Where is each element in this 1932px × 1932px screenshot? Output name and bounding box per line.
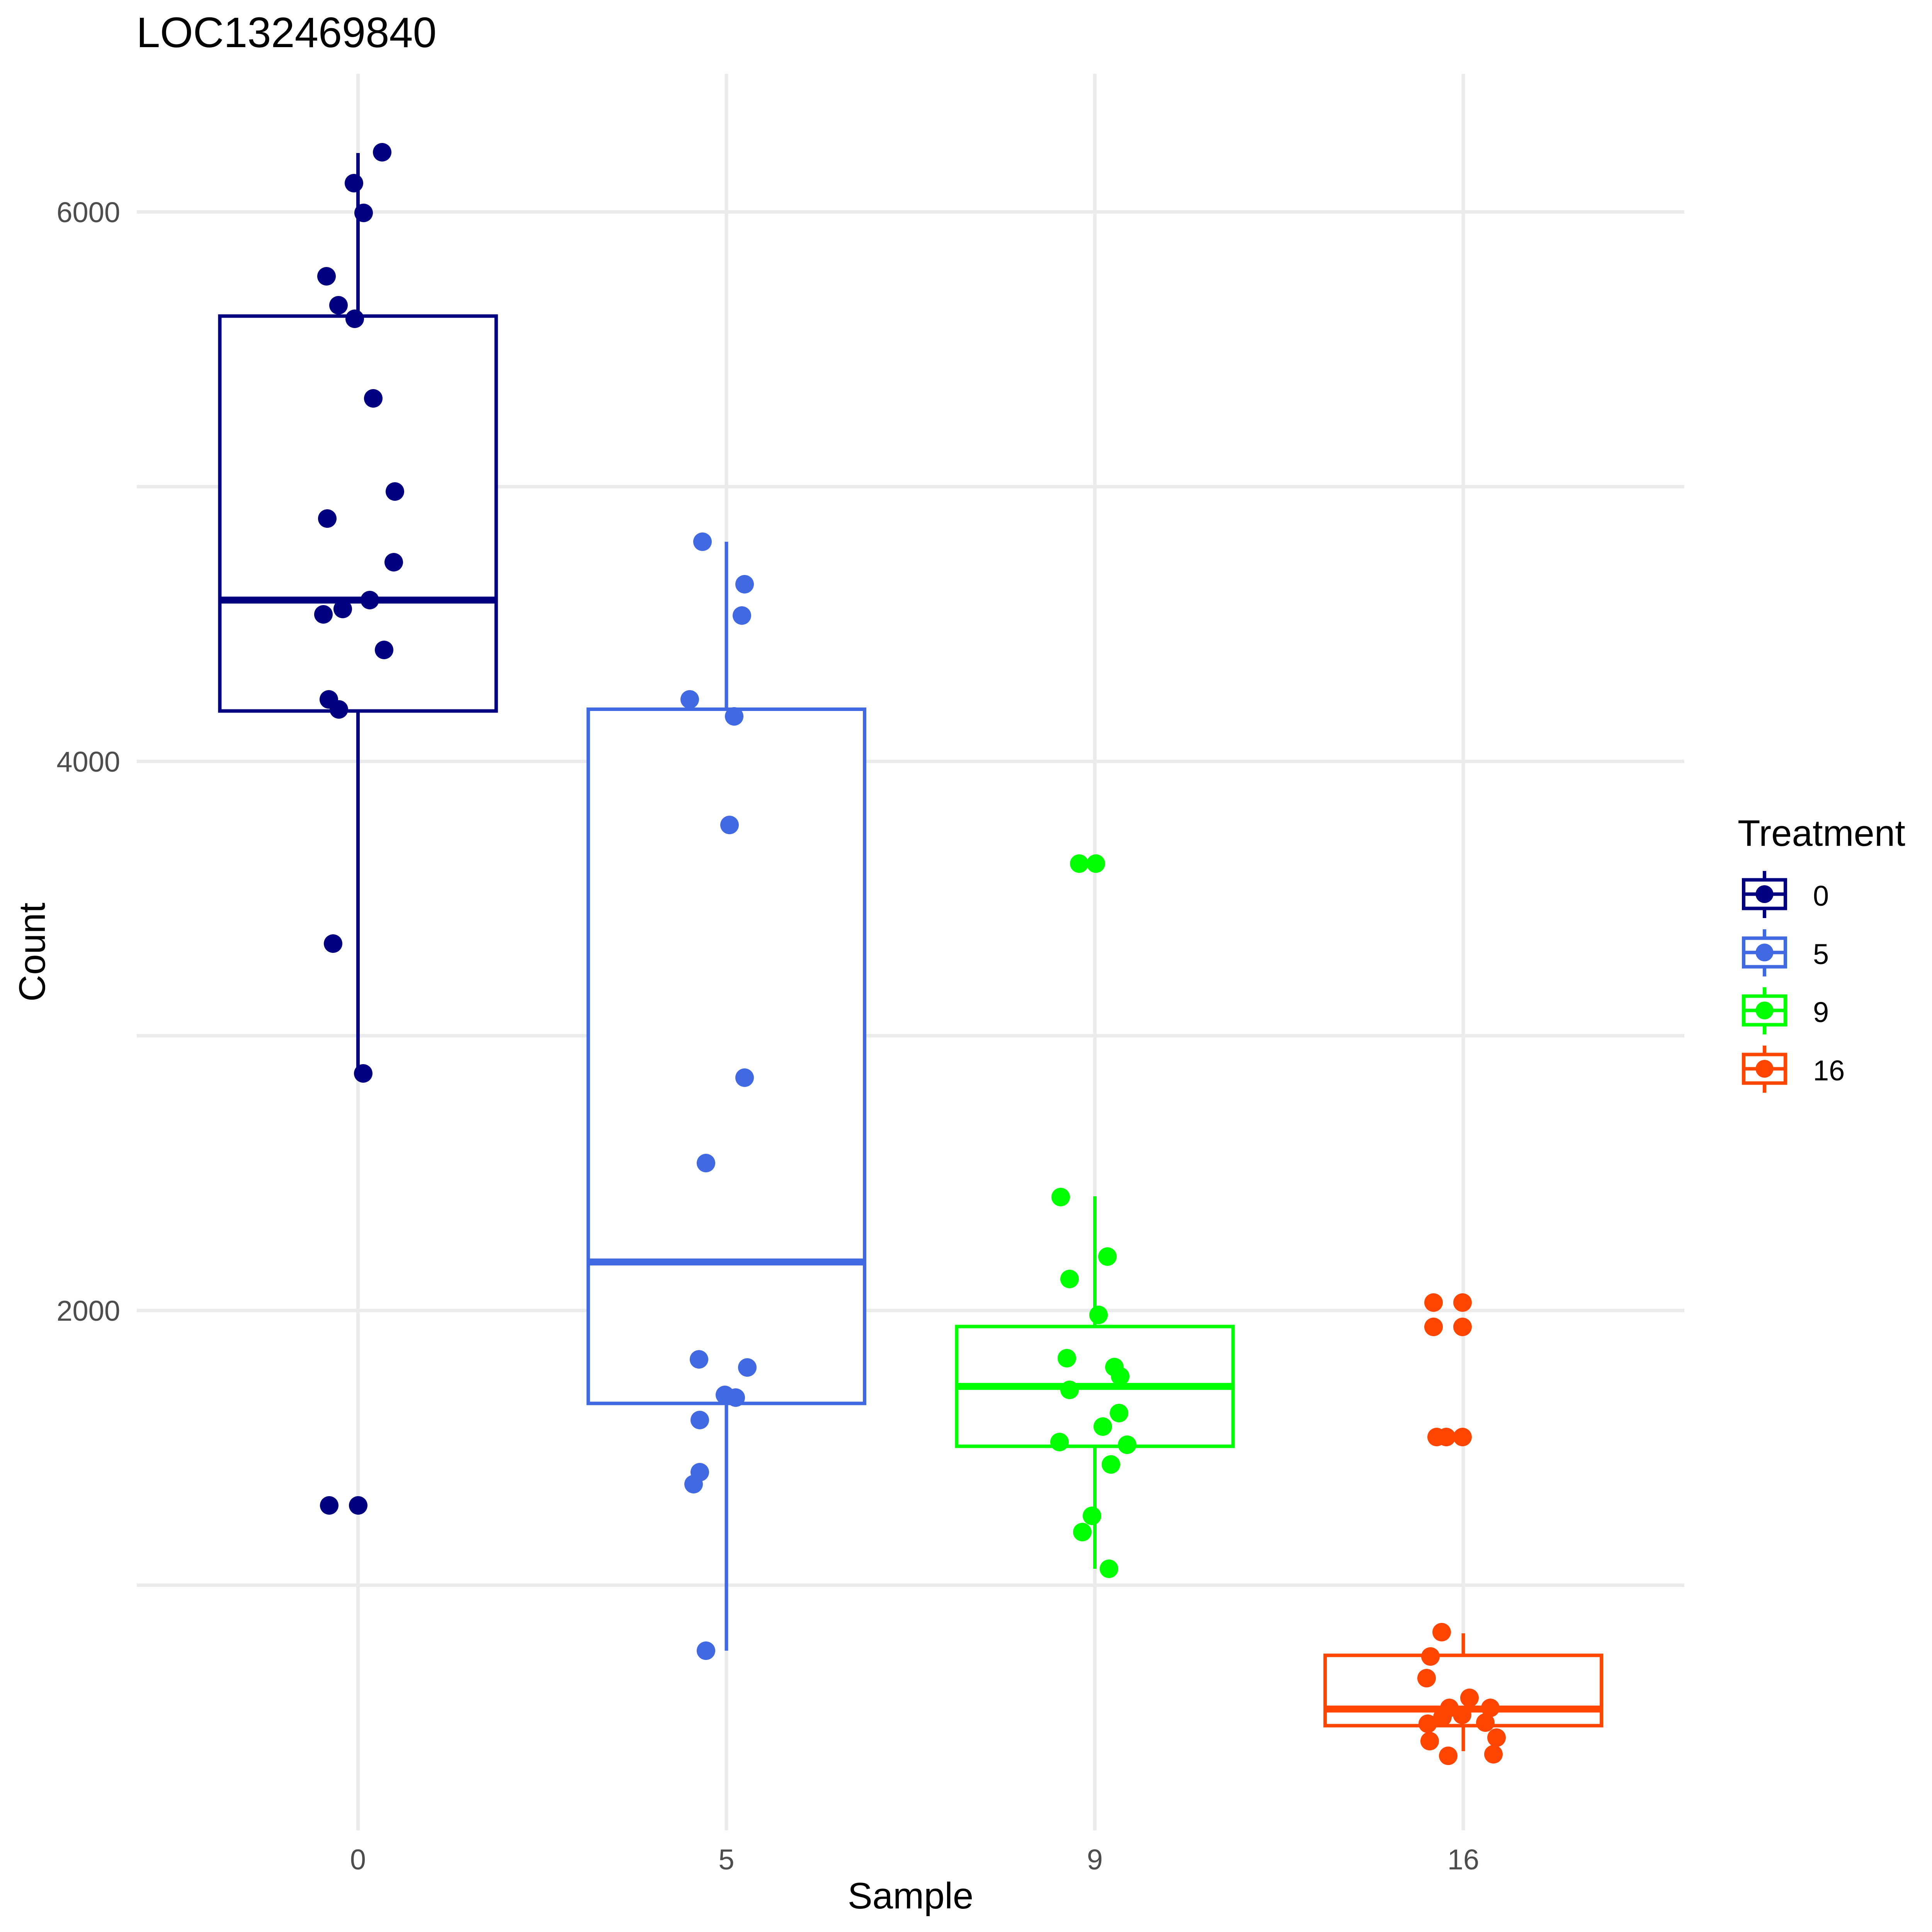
svg-text:2000: 2000 bbox=[56, 1295, 120, 1327]
svg-text:4000: 4000 bbox=[56, 746, 120, 778]
svg-text:Treatment: Treatment bbox=[1738, 813, 1905, 854]
svg-text:0: 0 bbox=[1813, 880, 1829, 912]
svg-text:9: 9 bbox=[1813, 996, 1829, 1028]
svg-text:Count: Count bbox=[12, 903, 53, 1002]
svg-text:LOC132469840: LOC132469840 bbox=[136, 9, 437, 56]
svg-text:Sample: Sample bbox=[848, 1875, 974, 1917]
svg-text:9: 9 bbox=[1087, 1844, 1103, 1876]
svg-text:16: 16 bbox=[1813, 1054, 1845, 1087]
svg-text:6000: 6000 bbox=[56, 196, 120, 228]
svg-text:5: 5 bbox=[1813, 938, 1829, 970]
svg-text:16: 16 bbox=[1447, 1844, 1479, 1876]
svg-text:5: 5 bbox=[718, 1844, 734, 1876]
svg-text:0: 0 bbox=[350, 1844, 366, 1876]
